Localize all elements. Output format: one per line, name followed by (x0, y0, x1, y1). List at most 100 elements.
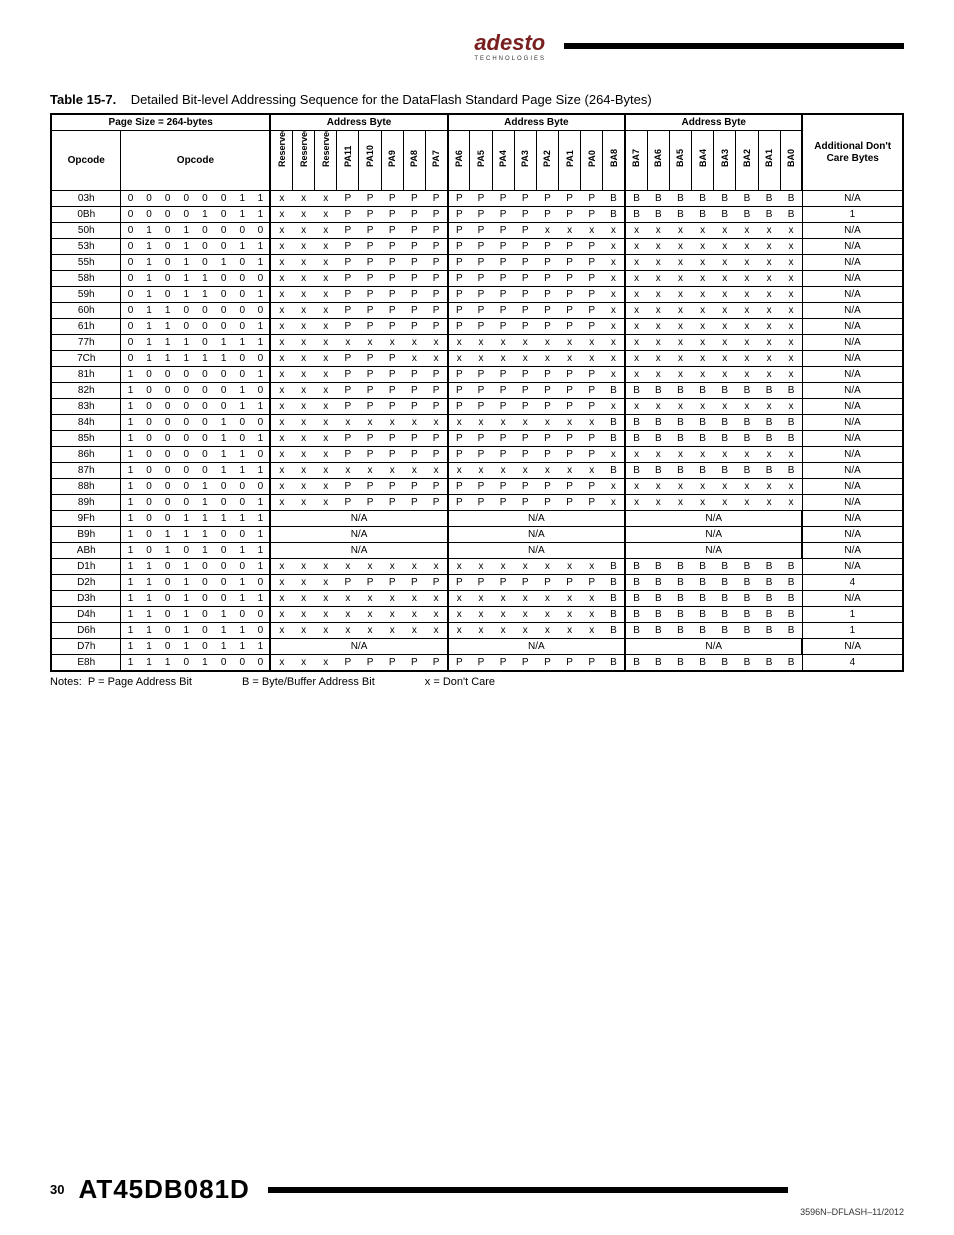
addr-bit: x (758, 367, 780, 383)
addr-bit: x (647, 479, 669, 495)
opcode-bit: 1 (177, 335, 196, 351)
addr-bit: x (558, 223, 580, 239)
addr-bit: x (603, 399, 625, 415)
addr-bit: P (337, 223, 359, 239)
addr-bit: P (536, 191, 558, 207)
addr-bit: x (736, 319, 758, 335)
addr-bit: x (692, 239, 714, 255)
opcode-bit: 0 (196, 559, 215, 575)
addr-bit: P (470, 495, 492, 511)
addr-bit: x (647, 447, 669, 463)
addr-bit: P (536, 207, 558, 223)
addr-bit: B (603, 607, 625, 623)
addr-bit: B (603, 191, 625, 207)
opcode-bit: 0 (214, 383, 233, 399)
na-cell: N/A (448, 527, 625, 543)
addr-bit: P (536, 447, 558, 463)
col-reserved: Reserved (293, 131, 315, 191)
addr-bit: B (647, 415, 669, 431)
addr-bit: P (514, 223, 536, 239)
addr-bit: x (315, 319, 337, 335)
addr-bit: x (581, 623, 603, 639)
opcode-cell: 87h (51, 463, 121, 479)
addr-bit: P (514, 575, 536, 591)
addr-bit: x (558, 591, 580, 607)
addr-bit: P (581, 239, 603, 255)
opcode-bit: 0 (196, 191, 215, 207)
addr-bit: x (448, 559, 470, 575)
addr-bit: x (603, 303, 625, 319)
addr-bit: x (558, 415, 580, 431)
addr-bit: x (758, 351, 780, 367)
addr-bit: B (736, 623, 758, 639)
opcode-bit: 1 (214, 639, 233, 655)
page-number: 30 (50, 1182, 64, 1197)
addr-bit: x (448, 351, 470, 367)
table-row: D3h11010011xxxxxxxxxxxxxxxBBBBBBBBBN/A (51, 591, 903, 607)
addr-bit: x (625, 335, 647, 351)
addr-bit: x (736, 287, 758, 303)
addr-bit: x (293, 495, 315, 511)
extra-bytes: N/A (802, 415, 903, 431)
addr-bit: x (780, 223, 802, 239)
extra-bytes: N/A (802, 447, 903, 463)
addr-bit: x (270, 255, 292, 271)
col-pa5: PA5 (470, 131, 492, 191)
addr-bit: x (293, 287, 315, 303)
addr-bit: B (758, 559, 780, 575)
addr-bit: x (780, 367, 802, 383)
addr-bit: P (492, 287, 514, 303)
addr-bit: x (514, 463, 536, 479)
addr-bit: x (669, 367, 691, 383)
opcode-bit: 1 (121, 383, 140, 399)
addr-bit: x (514, 351, 536, 367)
opcode-bit: 0 (140, 495, 159, 511)
opcode-bit: 0 (158, 287, 177, 303)
table-row: 77h01110111xxxxxxxxxxxxxxxxxxxxxxxxN/A (51, 335, 903, 351)
addr-bit: P (359, 319, 381, 335)
addr-bit: B (780, 623, 802, 639)
addr-bit: x (448, 463, 470, 479)
addr-bit: P (403, 367, 425, 383)
opcode-bit: 1 (158, 527, 177, 543)
addr-bit: x (669, 479, 691, 495)
addr-bit: x (315, 367, 337, 383)
addr-bit: x (293, 303, 315, 319)
addr-bit: B (736, 207, 758, 223)
opcode-bit: 1 (252, 287, 271, 303)
opcode-bit: 1 (140, 655, 159, 672)
opcode-bit: 0 (121, 191, 140, 207)
addr-bit: x (403, 591, 425, 607)
addr-bit: P (514, 271, 536, 287)
opcode-bit: 0 (158, 559, 177, 575)
extra-bytes: N/A (802, 639, 903, 655)
addr-bit: B (780, 575, 802, 591)
addr-bit: x (425, 335, 447, 351)
opcode-bit: 1 (233, 399, 252, 415)
addr-bit: x (315, 303, 337, 319)
addr-bit: x (647, 239, 669, 255)
opcode-bit: 0 (158, 623, 177, 639)
opcode-bit: 0 (158, 495, 177, 511)
addr-bit: B (625, 383, 647, 399)
opcode-bit: 1 (252, 543, 271, 559)
addr-bit: P (359, 287, 381, 303)
opcode-bit: 1 (121, 623, 140, 639)
addr-bit: P (381, 495, 403, 511)
addr-bit: P (337, 383, 359, 399)
addr-bit: B (736, 655, 758, 672)
addr-bit: x (692, 479, 714, 495)
addr-bit: x (736, 367, 758, 383)
addr-bit: B (780, 607, 802, 623)
addr-bit: P (337, 207, 359, 223)
opcode-bit: 0 (158, 511, 177, 527)
addr-bit: x (270, 319, 292, 335)
table-row: 82h10000010xxxPPPPPPPPPPPPBBBBBBBBBN/A (51, 383, 903, 399)
addr-bit: x (536, 591, 558, 607)
opcode-bit: 0 (214, 543, 233, 559)
opcode-bit: 1 (140, 255, 159, 271)
addr-bit: x (581, 415, 603, 431)
addr-bit: B (736, 415, 758, 431)
addr-bit: P (536, 239, 558, 255)
addr-bit: B (736, 383, 758, 399)
